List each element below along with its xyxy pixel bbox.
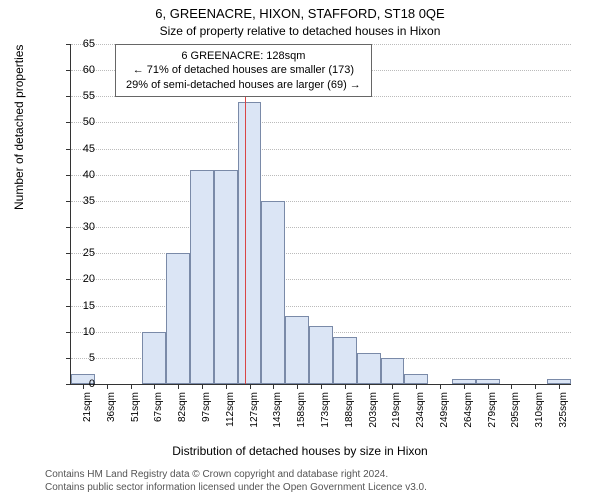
x-tick-label: 295sqm	[510, 392, 521, 432]
annotation-box: 6 GREENACRE: 128sqm ← 71% of detached ho…	[115, 44, 372, 97]
x-tick-mark	[488, 384, 489, 389]
histogram-bar	[404, 374, 428, 384]
x-tick-label: 51sqm	[130, 392, 141, 432]
x-tick-label: 82sqm	[177, 392, 188, 432]
histogram-bar	[214, 170, 238, 384]
x-tick-mark	[321, 384, 322, 389]
x-tick-mark	[250, 384, 251, 389]
histogram-bar	[285, 316, 309, 384]
annotation-line3: 29% of semi-detached houses are larger (…	[126, 78, 361, 92]
x-tick-mark	[226, 384, 227, 389]
x-tick-label: 279sqm	[487, 392, 498, 432]
y-tick-label: 35	[67, 195, 95, 207]
grid-line	[71, 227, 571, 228]
x-tick-mark	[178, 384, 179, 389]
y-tick-label: 55	[67, 90, 95, 102]
x-tick-label: 158sqm	[296, 392, 307, 432]
x-tick-mark	[511, 384, 512, 389]
histogram-bar	[381, 358, 405, 384]
annotation-line2: ← 71% of detached houses are smaller (17…	[126, 63, 361, 77]
histogram-bar	[166, 253, 190, 384]
chart-title-main: 6, GREENACRE, HIXON, STAFFORD, ST18 0QE	[0, 6, 600, 21]
histogram-bar	[357, 353, 381, 384]
histogram-bar	[261, 201, 285, 384]
footnote: Contains HM Land Registry data © Crown c…	[45, 468, 427, 494]
x-tick-label: 112sqm	[225, 392, 236, 432]
footnote-line2: Contains public sector information licen…	[45, 481, 427, 494]
y-tick-label: 20	[67, 273, 95, 285]
x-tick-label: 36sqm	[106, 392, 117, 432]
x-axis-label: Distribution of detached houses by size …	[0, 444, 600, 458]
x-tick-label: 219sqm	[391, 392, 402, 432]
x-tick-label: 188sqm	[344, 392, 355, 432]
x-tick-mark	[392, 384, 393, 389]
grid-line	[71, 306, 571, 307]
x-tick-mark	[369, 384, 370, 389]
y-tick-label: 30	[67, 221, 95, 233]
y-tick-label: 40	[67, 169, 95, 181]
x-tick-mark	[131, 384, 132, 389]
x-tick-label: 97sqm	[201, 392, 212, 432]
histogram-bar	[142, 332, 166, 384]
x-tick-mark	[154, 384, 155, 389]
footnote-line1: Contains HM Land Registry data © Crown c…	[45, 468, 427, 481]
grid-line	[71, 201, 571, 202]
x-tick-mark	[345, 384, 346, 389]
x-tick-label: 249sqm	[439, 392, 450, 432]
y-tick-label: 0	[67, 378, 95, 390]
histogram-bar	[309, 326, 333, 384]
histogram-bar	[333, 337, 357, 384]
x-tick-label: 325sqm	[558, 392, 569, 432]
x-tick-label: 234sqm	[415, 392, 426, 432]
grid-line	[71, 122, 571, 123]
annotation-line1: 6 GREENACRE: 128sqm	[126, 49, 361, 63]
x-tick-label: 203sqm	[368, 392, 379, 432]
x-tick-label: 21sqm	[82, 392, 93, 432]
x-tick-mark	[416, 384, 417, 389]
x-tick-mark	[297, 384, 298, 389]
histogram-bar	[238, 102, 262, 384]
x-tick-label: 127sqm	[249, 392, 260, 432]
y-axis-label: Number of detached properties	[12, 45, 26, 210]
x-tick-mark	[107, 384, 108, 389]
y-tick-label: 60	[67, 64, 95, 76]
y-tick-label: 15	[67, 300, 95, 312]
chart-title-sub: Size of property relative to detached ho…	[0, 24, 600, 38]
y-tick-label: 50	[67, 116, 95, 128]
x-tick-label: 143sqm	[272, 392, 283, 432]
x-tick-mark	[202, 384, 203, 389]
chart-container: 6, GREENACRE, HIXON, STAFFORD, ST18 0QE …	[0, 0, 600, 500]
grid-line	[71, 149, 571, 150]
y-tick-label: 25	[67, 247, 95, 259]
y-tick-label: 45	[67, 143, 95, 155]
x-tick-mark	[273, 384, 274, 389]
grid-line	[71, 279, 571, 280]
x-tick-label: 67sqm	[153, 392, 164, 432]
x-tick-mark	[535, 384, 536, 389]
grid-line	[71, 253, 571, 254]
x-tick-mark	[440, 384, 441, 389]
x-tick-mark	[559, 384, 560, 389]
y-tick-label: 10	[67, 326, 95, 338]
grid-line	[71, 175, 571, 176]
x-tick-label: 264sqm	[463, 392, 474, 432]
x-tick-label: 310sqm	[534, 392, 545, 432]
histogram-bar	[190, 170, 214, 384]
y-tick-label: 5	[67, 352, 95, 364]
x-tick-mark	[464, 384, 465, 389]
x-tick-label: 173sqm	[320, 392, 331, 432]
y-tick-label: 65	[67, 38, 95, 50]
